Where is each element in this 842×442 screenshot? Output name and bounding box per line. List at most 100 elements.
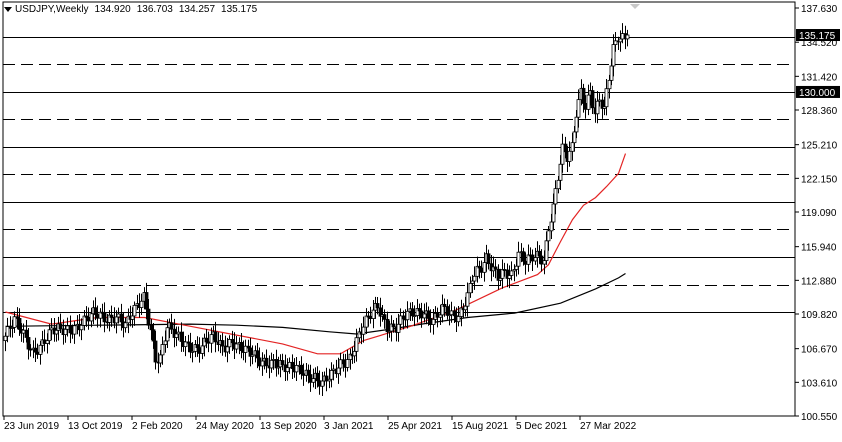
candle-body (331, 368, 336, 371)
x-tick-label: 2 Feb 2020 (132, 421, 183, 432)
candle-body (3, 335, 8, 342)
candle-body (311, 378, 316, 383)
candle-body (204, 337, 209, 343)
candle-body (243, 345, 248, 353)
current-price-label-bg (796, 29, 840, 42)
candle-body (375, 303, 380, 309)
candle-body (607, 79, 612, 90)
candle-body (21, 329, 26, 334)
candle-body (68, 325, 73, 334)
candle-body (595, 100, 600, 115)
candle-body (54, 329, 59, 335)
candle-body (183, 341, 188, 348)
candle-body (260, 360, 265, 367)
candle-body (405, 310, 410, 321)
x-tick-label: 24 May 2020 (196, 421, 254, 432)
candle-body (234, 343, 239, 350)
candle-body (361, 326, 366, 335)
candle-body (315, 372, 320, 382)
candle-body (502, 269, 507, 271)
candle-body (79, 325, 84, 331)
candle-body (287, 361, 292, 369)
candle-body (385, 318, 390, 333)
candle-body (613, 40, 618, 45)
candle-body (442, 303, 447, 307)
candle-body (179, 331, 184, 342)
candle-body (486, 253, 491, 265)
candle-body (197, 347, 202, 354)
dropdown-triangle-icon[interactable] (4, 6, 12, 12)
candle-body (200, 345, 205, 354)
y-tick-label: 125.210 (801, 141, 838, 152)
y-tick-label: 119.090 (801, 208, 837, 219)
candle-body (45, 340, 50, 344)
ohlc-close: 135.175 (221, 4, 258, 15)
candle-body (435, 313, 440, 318)
candle-body (567, 150, 572, 162)
candle-body (58, 323, 63, 330)
candle-body (26, 337, 31, 350)
candle-body (468, 282, 473, 294)
x-tick-label: 13 Oct 2019 (68, 421, 123, 432)
candle-body (514, 265, 519, 270)
candle-body (530, 254, 535, 262)
candle-body (250, 354, 255, 357)
candle-body (306, 369, 311, 375)
candle-body (149, 324, 154, 331)
ohlc-low: 134.257 (178, 4, 216, 15)
candle-body (537, 250, 542, 257)
candle-body (553, 188, 558, 205)
candle-body (320, 380, 325, 387)
candle-body (449, 310, 454, 316)
candle-body (556, 179, 561, 190)
moving-average-slow (5, 272, 626, 335)
chart-shift-marker-icon (630, 4, 640, 9)
candle-body (549, 221, 554, 232)
candle-body (570, 142, 575, 152)
candle-body (160, 344, 165, 356)
candle-body (526, 254, 531, 265)
candle-body (345, 359, 350, 368)
candle-body (294, 365, 299, 373)
candle-body (479, 267, 484, 273)
y-tick-label: 131.420 (801, 72, 838, 83)
candle-body (132, 305, 137, 317)
candle-body (445, 306, 450, 316)
candle-body (382, 314, 387, 320)
candle-body (329, 370, 334, 380)
candle-body (354, 337, 359, 352)
symbol-header[interactable]: USDJPY,Weekly 134.920 136.703 134.257 135.17… (4, 4, 263, 15)
candle-body (28, 348, 33, 351)
candle-body (586, 94, 591, 110)
candle-body (472, 275, 477, 282)
candle-body (190, 350, 195, 353)
candle-body (426, 310, 431, 319)
candle-body (72, 325, 77, 335)
candle-body (560, 143, 565, 165)
candle-body (12, 316, 17, 328)
candle-body (153, 340, 158, 363)
candle-body (371, 309, 376, 319)
candle-body (412, 315, 417, 317)
candle-body (209, 334, 214, 344)
candle-body (590, 90, 595, 109)
candle-body (563, 143, 568, 153)
candle-body (227, 339, 232, 348)
candle-body (271, 359, 276, 361)
candle-body (42, 339, 47, 344)
candle-body (206, 341, 211, 344)
candle-body (533, 257, 538, 262)
candle-body (422, 313, 427, 319)
candle-body (116, 313, 121, 318)
candle-body (109, 314, 114, 318)
candle-body (301, 373, 306, 376)
y-tick-label: 137.630 (801, 4, 838, 15)
candle-body (230, 339, 235, 344)
candle-body (239, 342, 244, 352)
candle-body (144, 292, 149, 310)
candle-body (280, 360, 285, 366)
candle-body (542, 260, 547, 265)
candle-body (290, 361, 295, 369)
candle-body (398, 315, 403, 325)
y-tick-label: 109.820 (801, 310, 838, 321)
